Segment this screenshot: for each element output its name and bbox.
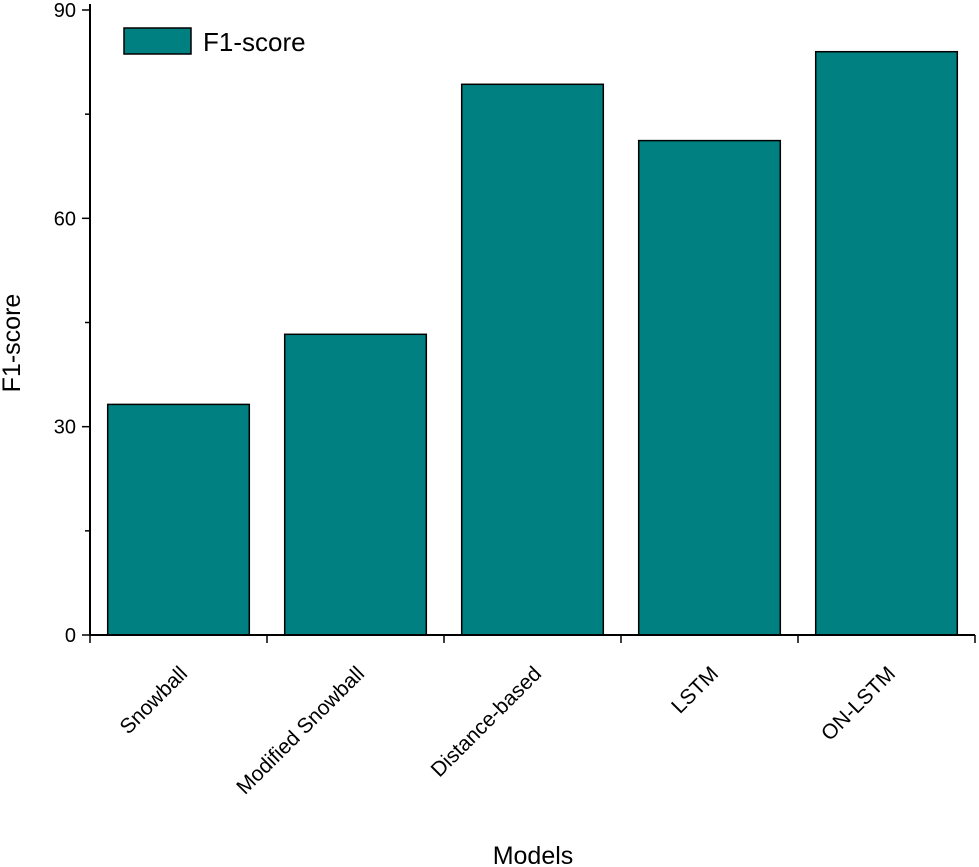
bar-lstm bbox=[637, 139, 782, 636]
x-tick-label: LSTM bbox=[667, 662, 723, 718]
legend-label: F1-score bbox=[203, 27, 306, 57]
x-tick-label: ON-LSTM bbox=[817, 662, 900, 745]
x-axis-title: Models bbox=[493, 842, 574, 867]
y-tick-label: 30 bbox=[54, 417, 76, 439]
y-ticks-group: 0 30 60 90 bbox=[54, 0, 90, 647]
bar-on-lstm bbox=[814, 50, 959, 636]
y-axis-title: F1-score bbox=[0, 294, 26, 393]
bars-group bbox=[106, 50, 959, 636]
legend-swatch bbox=[123, 27, 192, 55]
axes-group bbox=[89, 4, 975, 636]
bar-modified-snowball bbox=[283, 333, 428, 636]
x-tick-label: Snowball bbox=[116, 662, 193, 739]
x-ticks-group: Snowball Modified Snowball Distance-based L… bbox=[89, 635, 976, 799]
y-tick-label: 0 bbox=[65, 625, 76, 647]
x-tick-label: Modified Snowball bbox=[232, 662, 369, 799]
legend: F1-score bbox=[123, 27, 306, 57]
bar-distance-based bbox=[460, 83, 605, 636]
bar-snowball bbox=[106, 403, 251, 636]
y-tick-label: 90 bbox=[54, 0, 76, 22]
x-tick-label: Distance-based bbox=[427, 662, 546, 781]
y-tick-label: 60 bbox=[54, 208, 76, 230]
